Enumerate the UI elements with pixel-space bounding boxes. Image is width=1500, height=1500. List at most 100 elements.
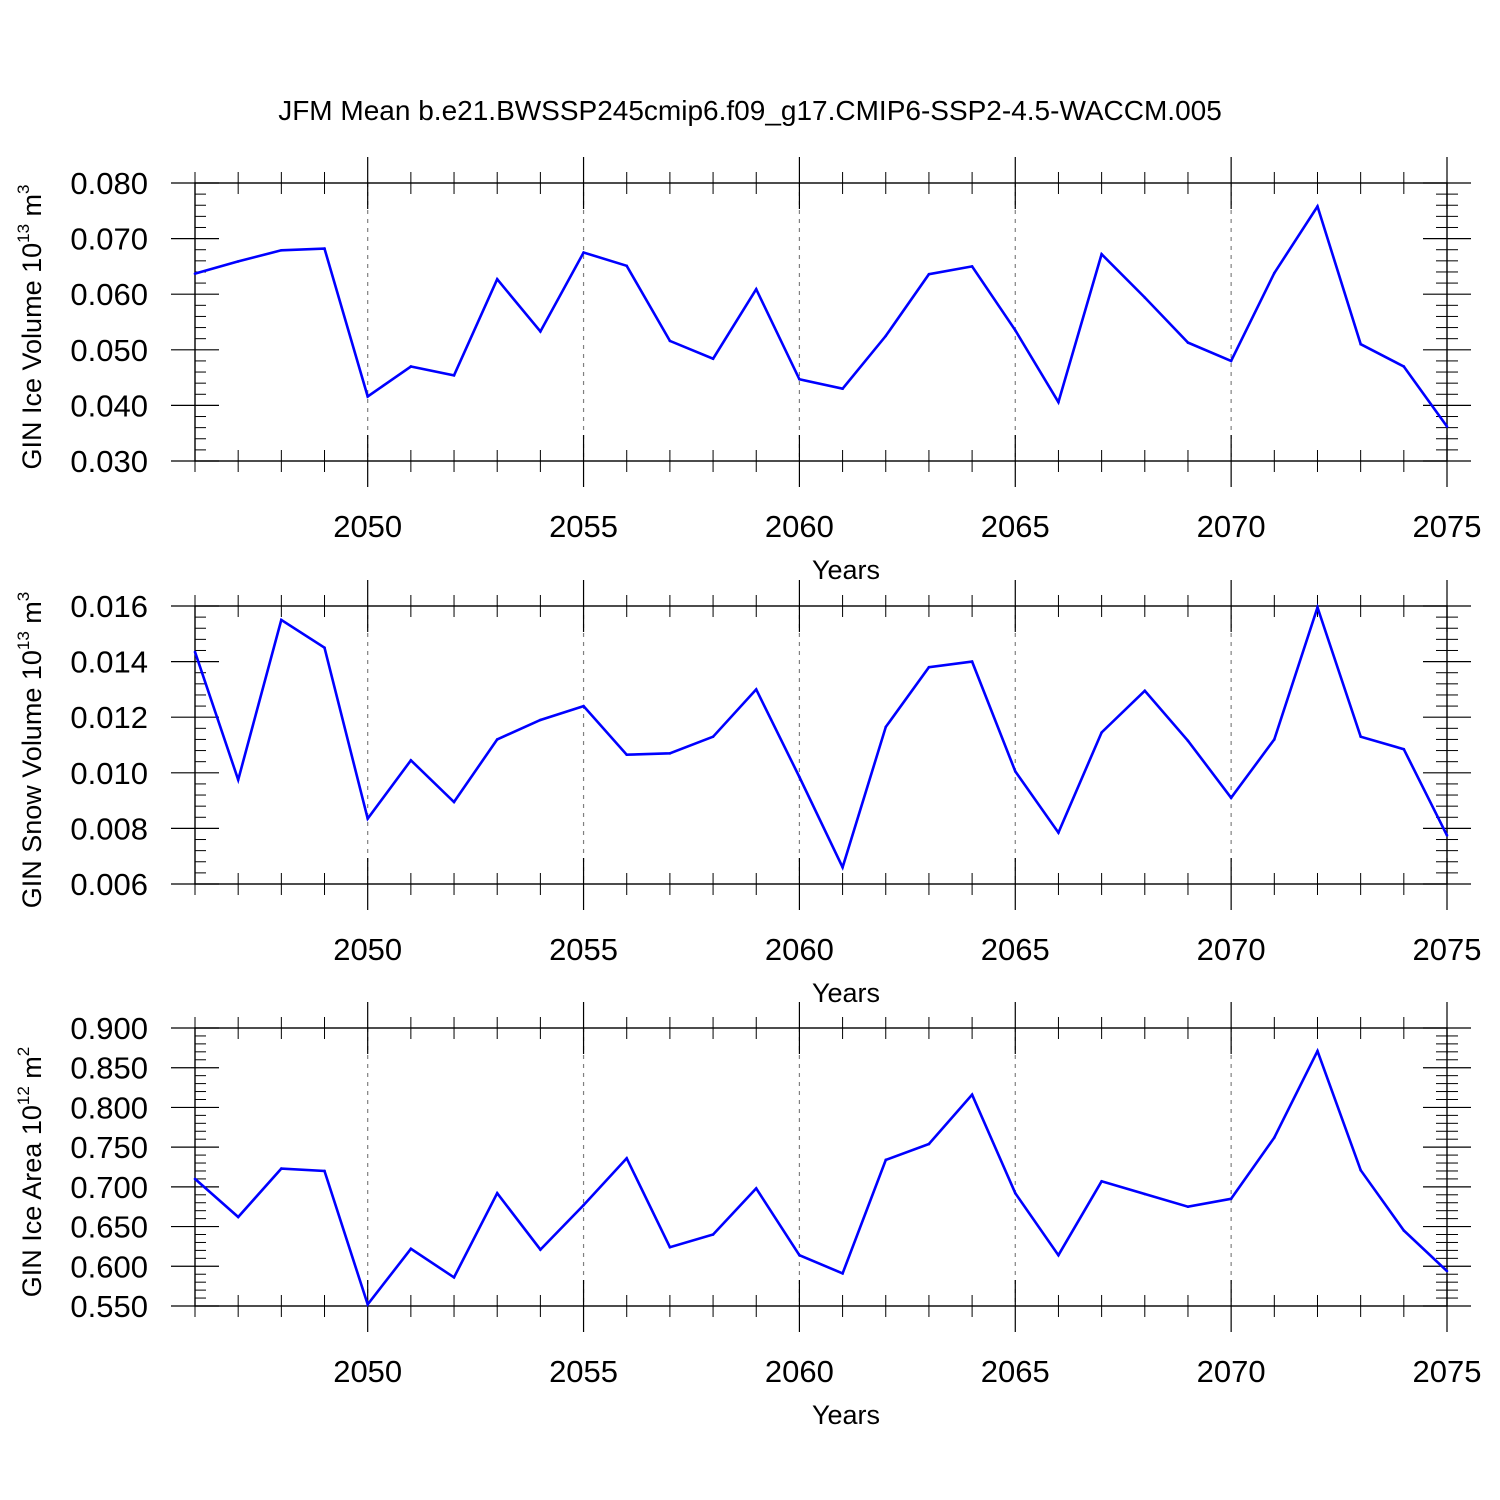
x-tick-label: 2075 — [1413, 509, 1482, 544]
data-point — [1143, 296, 1147, 299]
data-point — [1057, 1253, 1060, 1257]
y-axis-title-unit-exponent: 3 — [14, 184, 33, 193]
data-point — [323, 646, 326, 649]
data-point — [193, 650, 197, 654]
y-axis-title-exponent: 12 — [14, 1086, 33, 1105]
data-point — [970, 265, 974, 268]
x-tick-label: 2050 — [333, 932, 402, 967]
y-tick-label: 0.800 — [70, 1090, 148, 1125]
y-axis-title-unit-exponent: 2 — [14, 1047, 33, 1056]
data-point — [754, 287, 758, 291]
data-point — [970, 660, 974, 663]
data-point — [668, 339, 672, 343]
x-tick-label: 2050 — [333, 1354, 402, 1389]
data-point — [927, 665, 931, 669]
data-point — [193, 272, 197, 275]
y-axis-title-text: GIN Snow Volume 10 — [17, 650, 47, 908]
y-tick-label: 0.008 — [70, 811, 148, 846]
data-point — [1229, 359, 1233, 363]
data-point — [884, 725, 888, 729]
data-point — [280, 1167, 283, 1170]
data-point — [798, 377, 801, 381]
data-point — [1445, 834, 1449, 837]
y-axis-title-unit: m — [17, 601, 47, 631]
x-tick-label: 2060 — [765, 932, 834, 967]
data-point — [798, 775, 801, 779]
plot-frame — [194, 182, 1448, 462]
data-point — [452, 800, 456, 804]
data-point — [1359, 1168, 1362, 1172]
data-point — [236, 778, 240, 782]
data-point — [1402, 747, 1406, 751]
y-axis-title-unit: m — [17, 1056, 47, 1086]
data-point — [1316, 606, 1319, 609]
data-point — [841, 387, 844, 391]
x-tick-label: 2055 — [549, 509, 618, 544]
y-tick-label: 0.012 — [70, 700, 148, 735]
plot-frame — [194, 605, 1448, 885]
data-point — [625, 264, 629, 268]
y-tick-label: 0.030 — [70, 444, 148, 479]
data-point — [711, 1233, 715, 1236]
data-point — [582, 1203, 585, 1207]
data-point — [754, 688, 758, 691]
data-point — [409, 1247, 413, 1251]
data-point — [1143, 689, 1147, 693]
data-point — [323, 247, 326, 250]
x-axis-title: Years — [812, 555, 880, 585]
data-point — [1402, 1229, 1406, 1232]
data-point — [452, 374, 456, 377]
data-point — [1100, 731, 1103, 734]
y-tick-label: 0.600 — [70, 1249, 148, 1284]
data-point — [236, 260, 240, 263]
y-tick-label: 0.850 — [70, 1051, 148, 1086]
data-point — [323, 1169, 326, 1173]
figure-title: JFM Mean b.e21.BWSSP245cmip6.f09_g17.CMI… — [278, 95, 1222, 126]
y-tick-label: 0.700 — [70, 1170, 148, 1205]
data-point — [1229, 1197, 1233, 1201]
data-point — [539, 718, 542, 722]
x-axis-title: Years — [812, 978, 880, 1008]
y-tick-label: 0.550 — [70, 1289, 148, 1324]
data-point — [884, 334, 888, 338]
y-tick-label: 0.050 — [70, 333, 148, 368]
x-tick-label: 2070 — [1197, 509, 1266, 544]
data-point — [1402, 365, 1406, 368]
y-tick-label: 0.040 — [70, 388, 148, 423]
x-tick-label: 2055 — [549, 932, 618, 967]
data-point — [1013, 770, 1017, 773]
data-point — [625, 753, 629, 757]
y-tick-label: 0.650 — [70, 1210, 148, 1245]
data-point — [280, 248, 283, 252]
data-point — [1359, 735, 1362, 738]
series-line — [193, 603, 1449, 871]
data-point — [409, 365, 413, 368]
data-point — [927, 1142, 931, 1146]
data-point — [539, 330, 542, 333]
data-point — [1316, 1049, 1319, 1053]
data-point — [798, 1253, 801, 1257]
x-tick-label: 2075 — [1413, 1354, 1482, 1389]
panel-2: 0.006 0.008 0.010 0.012 0.014 0.016 2050 2055 20… — [14, 580, 1481, 1008]
data-point — [539, 1248, 542, 1251]
data-point — [1273, 1136, 1276, 1139]
data-point — [1316, 205, 1319, 208]
y-tick-label: 0.900 — [70, 1011, 148, 1046]
data-point — [582, 251, 585, 254]
x-tick-label: 2065 — [981, 1354, 1050, 1389]
panel-3: 0.550 0.600 0.650 0.700 0.750 0.800 0.850 0.900… — [14, 1002, 1481, 1430]
y-axis-title-text: GIN Ice Area 10 — [17, 1105, 47, 1297]
data-point — [1057, 831, 1060, 834]
data-point — [495, 1191, 499, 1195]
x-tick-label: 2075 — [1413, 932, 1482, 967]
x-tick-label: 2060 — [765, 1354, 834, 1389]
data-point — [1100, 1179, 1103, 1183]
data-point — [1143, 1192, 1147, 1196]
y-axis-title-unit-exponent: 3 — [14, 592, 33, 601]
x-tick-label: 2065 — [981, 509, 1050, 544]
data-point — [366, 817, 369, 820]
y-axis-title-exponent: 13 — [14, 631, 33, 650]
